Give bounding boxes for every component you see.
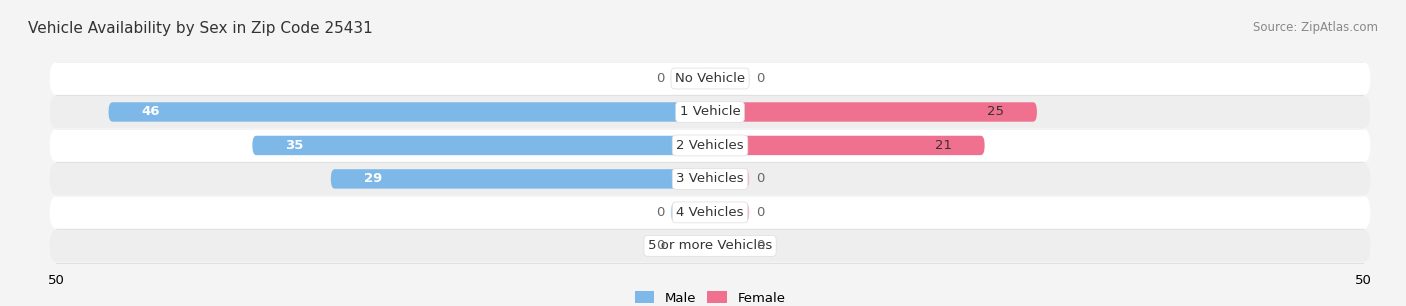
FancyBboxPatch shape: [710, 203, 749, 222]
Text: Vehicle Availability by Sex in Zip Code 25431: Vehicle Availability by Sex in Zip Code …: [28, 21, 373, 36]
FancyBboxPatch shape: [49, 96, 1371, 128]
Text: 46: 46: [141, 106, 160, 118]
Text: 0: 0: [756, 72, 765, 85]
FancyBboxPatch shape: [710, 136, 984, 155]
Text: 3 Vehicles: 3 Vehicles: [676, 172, 744, 185]
Text: 35: 35: [285, 139, 304, 152]
Text: 0: 0: [756, 206, 765, 219]
Text: Source: ZipAtlas.com: Source: ZipAtlas.com: [1253, 21, 1378, 34]
FancyBboxPatch shape: [108, 102, 710, 122]
FancyBboxPatch shape: [49, 196, 1371, 229]
FancyBboxPatch shape: [49, 163, 1371, 195]
FancyBboxPatch shape: [710, 69, 749, 88]
Text: 21: 21: [935, 139, 952, 152]
Text: 1 Vehicle: 1 Vehicle: [679, 106, 741, 118]
FancyBboxPatch shape: [710, 102, 1038, 122]
Text: 0: 0: [756, 172, 765, 185]
FancyBboxPatch shape: [710, 169, 749, 188]
Text: 0: 0: [655, 72, 664, 85]
FancyBboxPatch shape: [253, 136, 710, 155]
FancyBboxPatch shape: [671, 236, 710, 256]
Text: 25: 25: [987, 106, 1004, 118]
FancyBboxPatch shape: [330, 169, 710, 188]
Text: 0: 0: [756, 239, 765, 252]
Text: 29: 29: [364, 172, 382, 185]
FancyBboxPatch shape: [49, 230, 1371, 262]
FancyBboxPatch shape: [49, 129, 1371, 162]
Legend: Male, Female: Male, Female: [630, 286, 790, 306]
FancyBboxPatch shape: [49, 62, 1371, 95]
FancyBboxPatch shape: [671, 69, 710, 88]
Text: 0: 0: [655, 206, 664, 219]
Text: No Vehicle: No Vehicle: [675, 72, 745, 85]
Text: 0: 0: [655, 239, 664, 252]
FancyBboxPatch shape: [710, 236, 749, 256]
Text: 4 Vehicles: 4 Vehicles: [676, 206, 744, 219]
FancyBboxPatch shape: [671, 203, 710, 222]
Text: 2 Vehicles: 2 Vehicles: [676, 139, 744, 152]
Text: 5 or more Vehicles: 5 or more Vehicles: [648, 239, 772, 252]
